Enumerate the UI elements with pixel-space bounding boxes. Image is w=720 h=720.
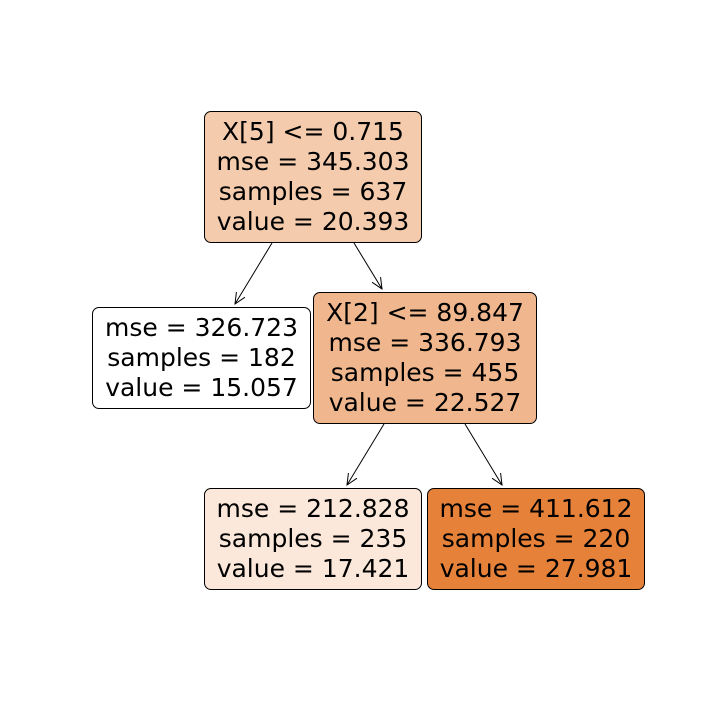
tree-node-leaf-middle: mse = 212.828 samples = 235 value = 17.4…: [204, 488, 422, 590]
edge-split-x2-to-leaf-right: [464, 423, 502, 485]
tree-node-split-x2: X[2] <= 89.847 mse = 336.793 samples = 4…: [313, 292, 537, 424]
node-samples: samples = 455: [330, 358, 520, 387]
node-value: value = 22.527: [328, 388, 522, 417]
node-mse: mse = 336.793: [328, 328, 522, 357]
edge-root-to-left-leaf: [235, 242, 273, 304]
node-mse: mse = 345.303: [216, 147, 410, 176]
node-samples: samples = 235: [218, 524, 408, 553]
node-value: value = 20.393: [216, 207, 410, 236]
tree-node-root: X[5] <= 0.715 mse = 345.303 samples = 63…: [204, 111, 422, 243]
tree-node-leaf-left: mse = 326.723 samples = 182 value = 15.0…: [92, 307, 311, 409]
node-split-rule: X[2] <= 89.847: [326, 298, 524, 327]
node-value: value = 27.981: [439, 554, 633, 583]
edge-split-x2-to-leaf-left: [347, 423, 385, 485]
node-value: value = 17.421: [216, 554, 410, 583]
tree-node-leaf-right: mse = 411.612 samples = 220 value = 27.9…: [427, 488, 645, 590]
node-samples: samples = 637: [218, 177, 408, 206]
node-split-rule: X[5] <= 0.715: [222, 117, 404, 146]
node-mse: mse = 411.612: [439, 494, 633, 523]
node-mse: mse = 212.828: [216, 494, 410, 523]
node-samples: samples = 220: [441, 524, 631, 553]
edge-root-to-split-x2: [353, 242, 382, 289]
node-samples: samples = 182: [107, 343, 296, 372]
node-value: value = 15.057: [105, 373, 298, 402]
node-mse: mse = 326.723: [105, 313, 298, 342]
